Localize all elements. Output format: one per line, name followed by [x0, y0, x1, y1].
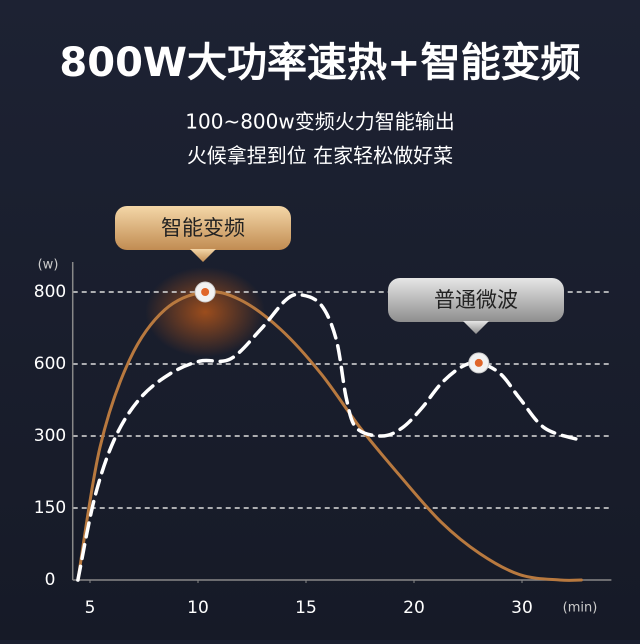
legend-callout-tail — [190, 249, 216, 262]
y-tick-label: 600 — [34, 354, 66, 374]
chart-title: 800W大功率速热+智能变频 — [59, 40, 580, 86]
x-axis-label: (min) — [563, 601, 598, 616]
x-tick-label: 20 — [403, 598, 425, 618]
series-line — [76, 290, 583, 582]
legend-callout — [388, 278, 564, 322]
subtitle: 火候拿捏到位 在家轻松做好菜 — [187, 144, 453, 168]
series-line — [76, 292, 581, 582]
x-tick-label: 5 — [85, 598, 96, 618]
legend-label: 智能变频 — [161, 216, 245, 240]
subtitle: 100~800w变频火力智能输出 — [185, 110, 454, 134]
y-tick-label: 0 — [45, 570, 56, 590]
legend-label: 普通微波 — [434, 288, 518, 312]
y-tick-label: 150 — [34, 498, 66, 518]
highlight-dot-core — [201, 288, 210, 296]
highlight-dot-core — [474, 358, 483, 367]
y-tick-label: 300 — [34, 426, 66, 446]
x-tick-label: 15 — [295, 598, 317, 618]
x-tick-label: 10 — [187, 598, 209, 618]
legend-callout-tail — [463, 321, 489, 334]
y-tick-label: 800 — [34, 282, 66, 302]
legend-callout — [115, 206, 291, 250]
x-tick-label: 30 — [511, 598, 533, 618]
glow — [145, 267, 266, 357]
y-axis-label: (w) — [38, 258, 59, 273]
